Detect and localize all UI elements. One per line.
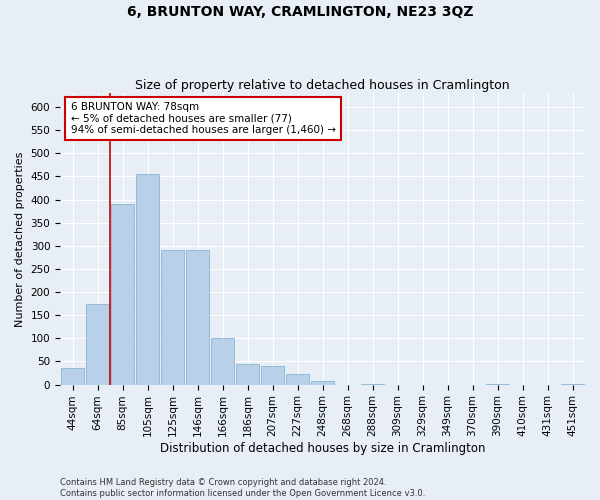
Text: 6, BRUNTON WAY, CRAMLINGTON, NE23 3QZ: 6, BRUNTON WAY, CRAMLINGTON, NE23 3QZ xyxy=(127,5,473,19)
Text: 6 BRUNTON WAY: 78sqm
← 5% of detached houses are smaller (77)
94% of semi-detach: 6 BRUNTON WAY: 78sqm ← 5% of detached ho… xyxy=(71,102,335,135)
Bar xyxy=(211,338,235,384)
Bar xyxy=(185,250,209,384)
X-axis label: Distribution of detached houses by size in Cramlington: Distribution of detached houses by size … xyxy=(160,442,485,455)
Bar xyxy=(86,304,109,384)
Bar xyxy=(136,174,160,384)
Bar xyxy=(311,381,334,384)
Bar xyxy=(236,364,259,384)
Bar xyxy=(161,250,184,384)
Text: Contains HM Land Registry data © Crown copyright and database right 2024.
Contai: Contains HM Land Registry data © Crown c… xyxy=(60,478,425,498)
Bar xyxy=(286,374,310,384)
Title: Size of property relative to detached houses in Cramlington: Size of property relative to detached ho… xyxy=(135,79,510,92)
Bar xyxy=(260,366,284,384)
Bar xyxy=(61,368,85,384)
Y-axis label: Number of detached properties: Number of detached properties xyxy=(15,151,25,326)
Bar xyxy=(110,204,134,384)
